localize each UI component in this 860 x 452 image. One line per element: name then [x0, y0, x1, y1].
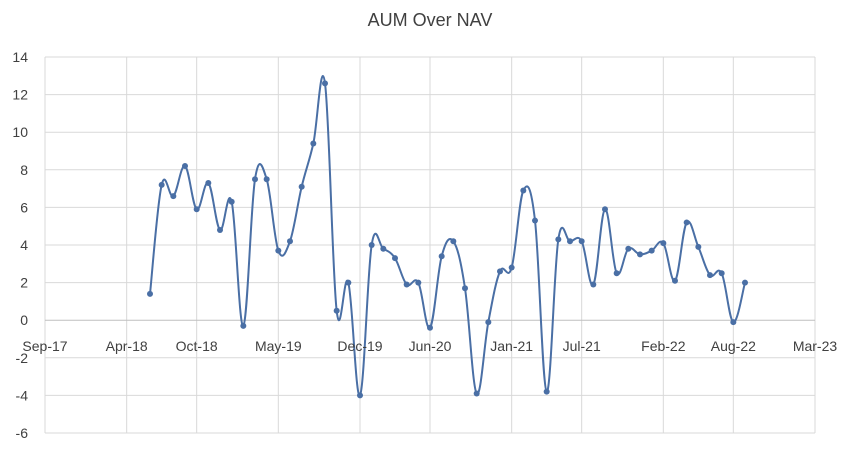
data-point: [473, 390, 480, 397]
data-point: [240, 322, 247, 329]
data-point: [427, 324, 433, 331]
data-point: [298, 183, 305, 190]
data-point: [287, 238, 293, 245]
data-point: [613, 270, 620, 277]
x-tick-label: Jun-20: [409, 338, 452, 354]
data-point: [497, 268, 503, 275]
data-point: [345, 279, 352, 286]
x-tick-label: Dec-19: [337, 338, 382, 354]
data-point: [567, 238, 573, 245]
data-point: [217, 226, 223, 233]
x-tick-label: Apr-18: [106, 338, 148, 354]
y-tick-label: 2: [20, 275, 28, 291]
data-point: [462, 285, 468, 292]
x-tick-label: Aug-22: [711, 338, 756, 354]
data-point: [742, 279, 748, 286]
data-point: [403, 281, 410, 288]
data-point: [193, 206, 200, 213]
x-tick-label: Sep-17: [22, 338, 67, 354]
data-point: [252, 176, 258, 183]
data-point: [170, 193, 177, 200]
data-point: [695, 243, 702, 250]
data-point: [333, 307, 340, 314]
y-tick-label: -4: [16, 387, 29, 403]
data-point: [590, 281, 597, 288]
data-point: [380, 245, 387, 252]
y-tick-label: 4: [20, 237, 28, 253]
x-tick-label: May-19: [255, 338, 302, 354]
data-point: [392, 255, 398, 262]
y-tick-label: 14: [12, 49, 28, 65]
y-tick-label: 6: [20, 199, 28, 215]
x-tick-label: Jan-21: [490, 338, 533, 354]
data-point: [263, 176, 270, 183]
data-point: [707, 272, 713, 279]
data-point: [602, 206, 608, 213]
x-tick-label: Jul-21: [563, 338, 601, 354]
data-point: [158, 181, 165, 188]
data-point: [147, 290, 153, 297]
data-point: [660, 240, 667, 247]
data-point: [625, 245, 632, 252]
data-point: [357, 392, 363, 399]
y-tick-label: -6: [16, 425, 29, 441]
x-tick-label: Feb-22: [641, 338, 686, 354]
data-point: [310, 140, 317, 147]
data-point: [532, 217, 538, 224]
data-point: [415, 279, 422, 286]
data-point: [520, 187, 527, 194]
y-tick-label: 0: [20, 312, 28, 328]
y-tick-label: 12: [12, 87, 28, 103]
grid-layer: [44, 56, 816, 434]
data-point: [648, 247, 655, 254]
y-tick-label: -2: [16, 350, 29, 366]
chart-title: AUM Over NAV: [367, 10, 493, 30]
data-point: [228, 198, 235, 205]
data-point: [637, 251, 643, 258]
data-point: [322, 80, 328, 87]
data-point: [508, 264, 515, 271]
data-point: [485, 319, 492, 326]
data-point: [555, 236, 562, 243]
data-point: [730, 319, 737, 326]
data-point: [672, 277, 678, 284]
series-layer: [147, 75, 748, 399]
x-tick-label: Mar-23: [793, 338, 838, 354]
data-point: [578, 238, 585, 245]
data-point: [368, 242, 375, 248]
data-point: [275, 247, 282, 254]
series-line: [149, 75, 746, 397]
data-point: [182, 163, 188, 170]
tick-label-layer: -6 -4 -2 0 2 4 6 8 10 12 14 Sep-17 Apr-18 Oct-18 May-1…: [12, 49, 837, 441]
y-tick-label: 10: [12, 124, 28, 140]
x-tick-label: Oct-18: [176, 338, 218, 354]
data-point: [438, 253, 445, 260]
data-point: [543, 388, 550, 395]
y-tick-label: 8: [20, 162, 28, 178]
data-point: [683, 219, 690, 226]
data-point: [450, 238, 457, 245]
data-point: [205, 179, 212, 186]
data-point: [718, 270, 725, 277]
